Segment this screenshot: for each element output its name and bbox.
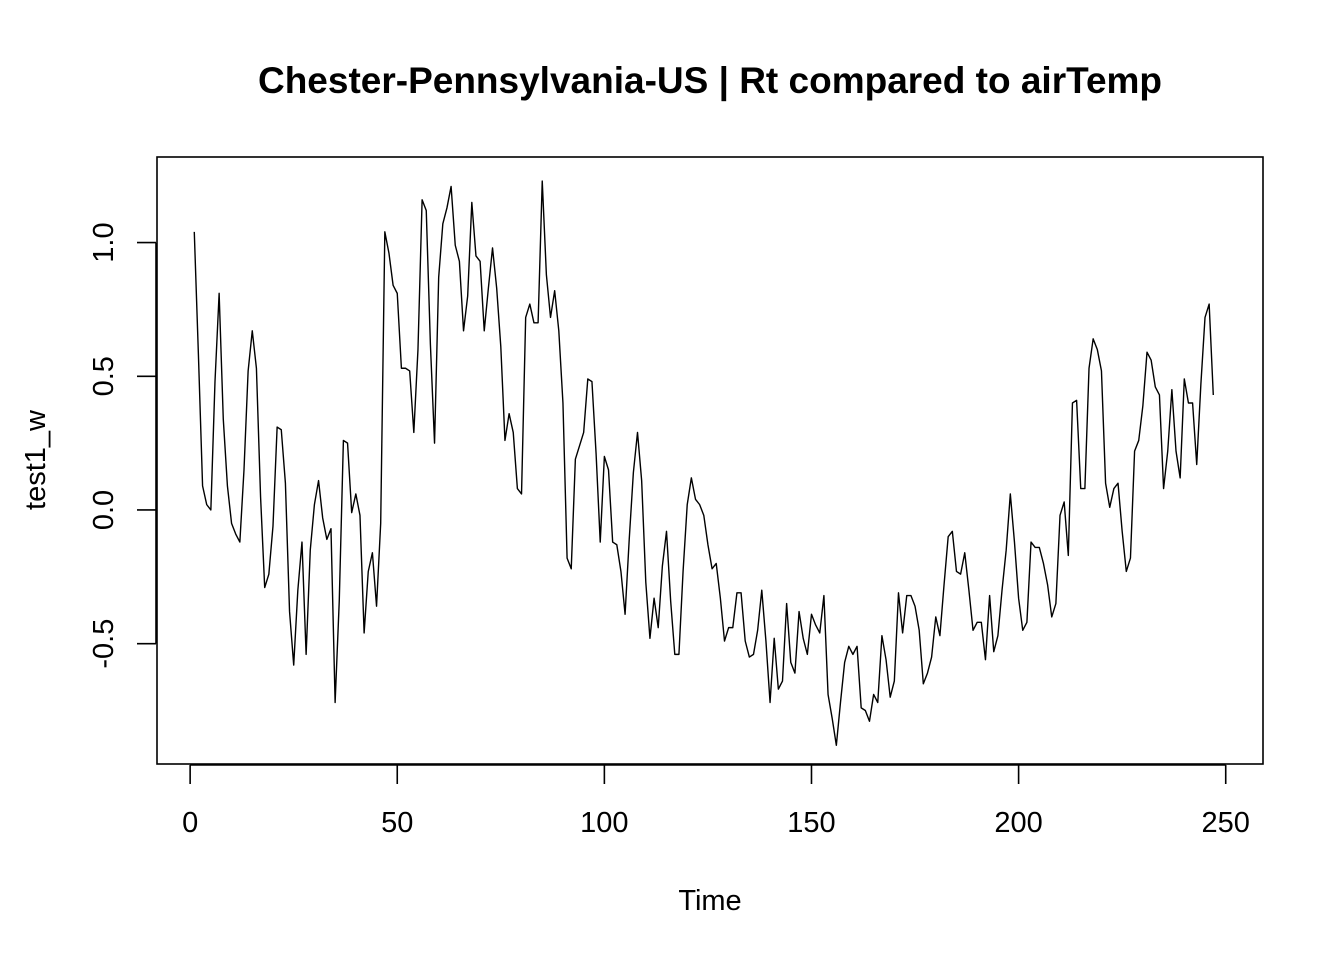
x-tick-label: 250	[1202, 807, 1250, 839]
chart-title: Chester-Pennsylvania-US | Rt compared to…	[258, 60, 1162, 102]
y-tick-label: 0.0	[88, 490, 120, 530]
y-tick-label: -0.5	[88, 619, 120, 669]
x-tick-label: 0	[182, 807, 198, 839]
x-tick-label: 150	[787, 807, 835, 839]
y-tick-label: 0.5	[88, 356, 120, 396]
x-tick-label: 200	[994, 807, 1042, 839]
y-tick-label: 1.0	[88, 222, 120, 262]
x-tick-label: 50	[381, 807, 413, 839]
x-tick-label: 100	[580, 807, 628, 839]
y-axis-label: test1_w	[20, 409, 52, 510]
x-axis-label: Time	[678, 885, 741, 917]
series-line	[193, 180, 1214, 746]
y-axis: -0.5 0.0 0.5 1.0	[88, 222, 157, 669]
plot-frame	[156, 156, 1264, 765]
x-axis: 0 50 100 150 200 250	[182, 764, 1250, 839]
